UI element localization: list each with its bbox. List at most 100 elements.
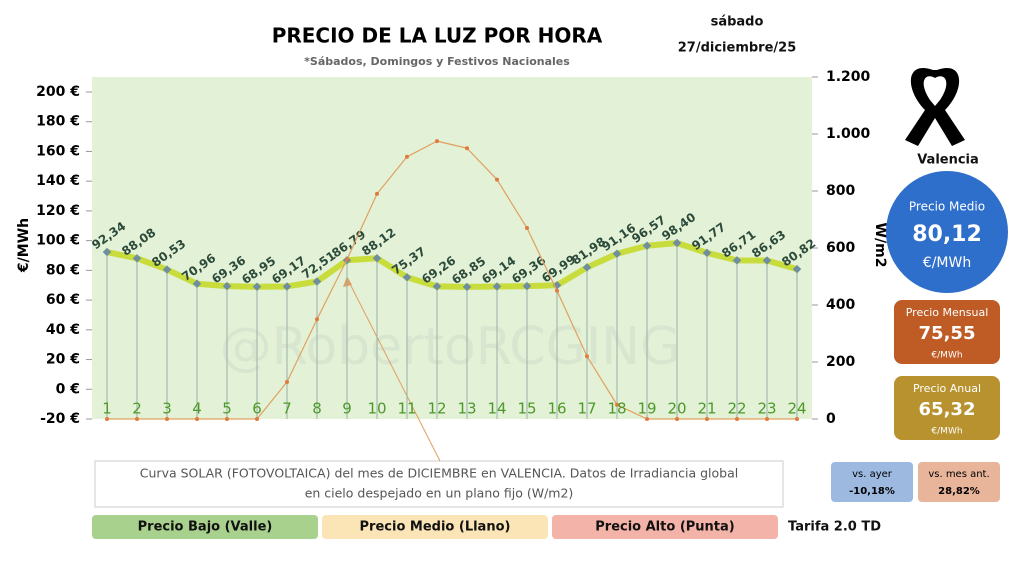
x-tick-label: 1 bbox=[102, 400, 112, 418]
solar-point bbox=[255, 417, 259, 421]
price-point bbox=[252, 282, 262, 292]
solar-point bbox=[525, 226, 529, 231]
x-tick-label: 20 bbox=[667, 400, 686, 418]
y-tick-label: 100 € bbox=[36, 233, 80, 249]
price-point bbox=[102, 247, 112, 257]
x-tick-label: 17 bbox=[577, 400, 596, 418]
solar-point bbox=[435, 139, 439, 144]
solar-point bbox=[285, 379, 289, 384]
solar-point bbox=[465, 146, 469, 151]
x-tick-label: 10 bbox=[367, 400, 386, 418]
monthly-value: 75,55 bbox=[919, 323, 976, 344]
y2-tick-label: 800 bbox=[826, 183, 855, 199]
price-point bbox=[582, 263, 592, 272]
price-point bbox=[492, 282, 502, 291]
y2-tick-label: 1.200 bbox=[826, 69, 871, 85]
y-tick-label: 0 € bbox=[56, 381, 80, 397]
annotation: en cielo despejado en un plano fijo (W/m… bbox=[305, 486, 574, 501]
y-tick-label: 140 € bbox=[36, 173, 80, 189]
legend-swatch bbox=[322, 515, 548, 539]
price-point bbox=[462, 282, 472, 292]
legend-label: Precio Medio (Llano) bbox=[360, 520, 511, 535]
y2-axis-label: W/m2 bbox=[872, 223, 888, 268]
price-point bbox=[222, 281, 232, 291]
y2-tick-label: 0 bbox=[826, 411, 836, 427]
y2-tick-label: 1.000 bbox=[826, 126, 871, 142]
vs-yesterday-label: vs. ayer bbox=[852, 469, 893, 480]
solar-line bbox=[106, 140, 798, 420]
avg-value: 80,12 bbox=[912, 222, 982, 247]
x-tick-label: 18 bbox=[607, 400, 626, 418]
x-tick-label: 24 bbox=[787, 400, 806, 418]
annotation-box bbox=[94, 460, 784, 508]
y-tick-label: 120 € bbox=[36, 203, 80, 219]
y-tick-label: 40 € bbox=[46, 322, 80, 338]
legend-label: Precio Bajo (Valle) bbox=[138, 520, 273, 535]
x-tick-label: 3 bbox=[162, 400, 172, 418]
price-point bbox=[792, 264, 802, 274]
x-tick-label: 19 bbox=[637, 400, 656, 418]
price-point bbox=[732, 256, 742, 265]
price-point bbox=[312, 277, 322, 286]
solar-point bbox=[585, 354, 589, 359]
price-point bbox=[132, 254, 142, 263]
price-point bbox=[522, 281, 532, 291]
price-point bbox=[162, 265, 172, 274]
monthly-badge bbox=[894, 300, 1000, 364]
solar-point bbox=[795, 417, 799, 421]
chart-title: PRECIO DE LA LUZ POR HORA bbox=[272, 24, 603, 48]
watermark: @RobertoRCGING bbox=[220, 317, 681, 377]
solar-point bbox=[345, 257, 349, 262]
solar-point bbox=[765, 417, 769, 421]
legend-swatch bbox=[552, 515, 778, 539]
solar-point bbox=[705, 417, 709, 421]
vs-month-label: vs. mes ant. bbox=[928, 469, 989, 480]
x-tick-label: 2 bbox=[132, 400, 142, 418]
annual-value: 65,32 bbox=[919, 399, 976, 420]
price-point bbox=[762, 256, 772, 265]
solar-point bbox=[735, 417, 739, 421]
solar-point bbox=[675, 417, 679, 421]
solar-point bbox=[165, 417, 169, 421]
annotation-arrow bbox=[346, 277, 441, 462]
x-tick-label: 15 bbox=[517, 400, 536, 418]
y2-tick-label: 200 bbox=[826, 354, 855, 370]
avg-badge bbox=[886, 171, 1008, 293]
subtitle: *Sábados, Domingos y Festivos Nacionales bbox=[304, 55, 570, 68]
annual-badge bbox=[894, 376, 1000, 440]
date: 27/diciembre/25 bbox=[678, 41, 797, 56]
solar-point bbox=[645, 417, 649, 421]
solar-point bbox=[225, 417, 229, 421]
vs-yesterday-value: -10,18% bbox=[849, 486, 895, 497]
x-tick-label: 22 bbox=[727, 400, 746, 418]
annual-label: Precio Anual bbox=[913, 382, 981, 395]
monthly-label: Precio Mensual bbox=[906, 306, 989, 319]
solar-point bbox=[315, 317, 319, 322]
city: Valencia bbox=[917, 153, 979, 168]
vs-month-value: 28,82% bbox=[938, 486, 980, 497]
price-point bbox=[432, 282, 442, 291]
vs-yesterday bbox=[831, 462, 913, 502]
x-tick-label: 16 bbox=[547, 400, 566, 418]
x-tick-label: 14 bbox=[487, 400, 506, 418]
price-point bbox=[402, 273, 412, 282]
annotation: Curva SOLAR (FOTOVOLTAICA) del mes de DI… bbox=[140, 466, 738, 481]
tariff: Tarifa 2.0 TD bbox=[788, 520, 881, 535]
y-tick-label: 60 € bbox=[46, 292, 80, 308]
y-axis-label: €/MWh bbox=[16, 218, 32, 273]
solar-point bbox=[195, 417, 199, 421]
x-tick-label: 6 bbox=[252, 400, 262, 418]
x-tick-label: 23 bbox=[757, 400, 776, 418]
solar-point bbox=[495, 177, 499, 182]
solar-point bbox=[615, 402, 619, 407]
solar-point bbox=[405, 154, 409, 159]
x-tick-label: 13 bbox=[457, 400, 476, 418]
y-tick-label: 160 € bbox=[36, 143, 80, 159]
x-tick-label: 8 bbox=[312, 400, 322, 418]
y-tick-label: 200 € bbox=[36, 84, 80, 100]
weekday: sábado bbox=[711, 15, 764, 30]
x-tick-label: 9 bbox=[342, 400, 352, 418]
y2-tick-label: 400 bbox=[826, 297, 855, 313]
solar-point bbox=[375, 191, 379, 196]
